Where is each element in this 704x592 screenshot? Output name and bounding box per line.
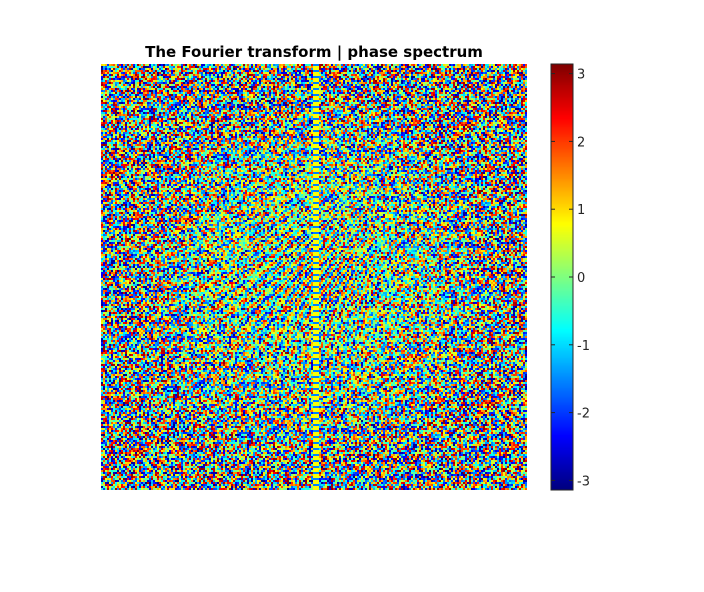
colorbar-ticks: 3 2 1 0 -1 -2 -3 bbox=[551, 68, 590, 489]
phase-image bbox=[101, 64, 527, 490]
colorbar: 3 2 1 0 -1 -2 -3 bbox=[550, 63, 590, 491]
chart-title: The Fourier transform | phase spectrum bbox=[145, 43, 483, 62]
colorbar-tick-label: 3 bbox=[577, 68, 585, 83]
colorbar-tick-label: -2 bbox=[577, 407, 590, 422]
colorbar-tick-label: 2 bbox=[577, 135, 585, 150]
colorbar-tick-label: 0 bbox=[577, 271, 585, 286]
colorbar-tick-label: -3 bbox=[577, 474, 590, 489]
colorbar-tick-label: -1 bbox=[577, 339, 590, 354]
colorbar-tick-label: 1 bbox=[577, 203, 585, 218]
colorbar-gradient bbox=[551, 64, 573, 490]
heatmap-image bbox=[101, 64, 527, 490]
